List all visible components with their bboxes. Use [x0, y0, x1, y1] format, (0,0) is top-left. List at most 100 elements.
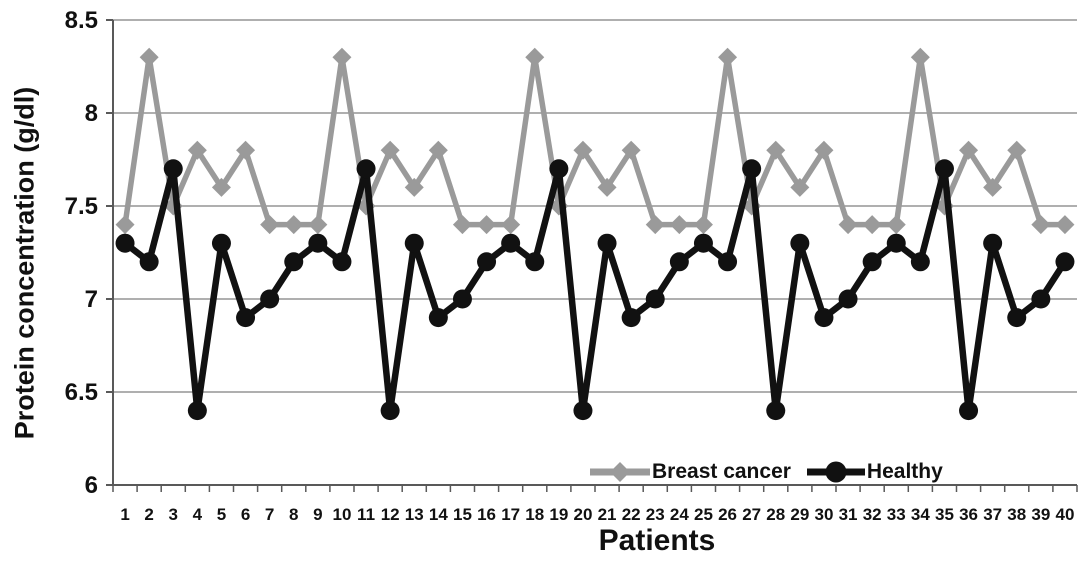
x-tick-label: 2 [144, 505, 153, 524]
x-tick-label: 18 [525, 505, 544, 524]
data-point-marker [115, 233, 135, 253]
data-point-marker [645, 289, 665, 309]
data-point-marker [163, 159, 183, 179]
data-point-marker [693, 233, 713, 253]
data-point-marker [597, 177, 617, 197]
x-tick-label: 3 [169, 505, 178, 524]
legend-item-breast-cancer: Breast cancer [590, 460, 791, 484]
x-tick-label: 26 [718, 505, 737, 524]
data-point-marker [718, 252, 738, 272]
data-point-marker [645, 215, 665, 235]
data-point-marker [139, 47, 159, 67]
circle-marker-icon [806, 461, 865, 483]
data-point-marker [959, 401, 979, 421]
data-point-marker [838, 289, 858, 309]
data-point-marker [236, 140, 256, 160]
x-tick-label: 29 [790, 505, 809, 524]
data-point-marker [332, 47, 352, 67]
legend: Breast cancer Healthy [590, 460, 943, 484]
data-point-marker [404, 177, 424, 197]
data-point-marker [766, 401, 786, 421]
data-point-marker [380, 140, 400, 160]
data-point-marker [284, 252, 304, 272]
data-point-marker [525, 252, 545, 272]
data-point-marker [139, 252, 159, 272]
x-tick-label: 15 [453, 505, 472, 524]
series-healthy [115, 159, 1075, 421]
data-point-marker [1007, 140, 1027, 160]
legend-label-healthy: Healthy [866, 460, 943, 483]
x-tick-label: 30 [814, 505, 833, 524]
data-point-marker [910, 47, 930, 67]
y-tick-label: 7 [85, 286, 98, 313]
data-point-marker [308, 233, 328, 253]
x-tick-label: 4 [193, 505, 203, 524]
x-tick-label: 14 [429, 505, 448, 524]
data-point-marker [1055, 215, 1075, 235]
data-point-marker [862, 252, 882, 272]
y-tick-label: 7.5 [65, 193, 98, 220]
series-line [121, 165, 1069, 414]
data-point-marker [187, 401, 207, 421]
x-tick-label: 25 [694, 505, 713, 524]
legend-key-marker [825, 461, 847, 483]
x-tick-label: 13 [405, 505, 424, 524]
x-axis-title: Patients [598, 524, 716, 557]
data-point-marker [934, 159, 954, 179]
x-tick-label: 1 [120, 505, 129, 524]
data-point-marker [332, 252, 352, 272]
legend-item-healthy: Healthy [806, 460, 943, 484]
y-tick-label: 8 [85, 100, 98, 127]
y-axis-title: Protein concentration (g/dl) [9, 86, 40, 440]
data-point-marker [380, 401, 400, 421]
data-point-marker [886, 215, 906, 235]
data-point-marker [597, 233, 617, 253]
data-point-marker [1031, 289, 1051, 309]
data-point-marker [814, 308, 834, 328]
data-point-marker [1007, 308, 1027, 328]
x-tick-label: 5 [217, 505, 226, 524]
data-point-marker [862, 215, 882, 235]
data-point-marker [766, 140, 786, 160]
x-tick-label: 38 [1007, 505, 1026, 524]
data-point-marker [525, 47, 545, 67]
x-tick-label: 12 [381, 505, 400, 524]
data-point-marker [959, 140, 979, 160]
data-point-marker [501, 233, 521, 253]
x-tick-label: 9 [313, 505, 322, 524]
x-tick-label: 24 [670, 505, 689, 524]
x-tick-label: 32 [863, 505, 882, 524]
x-tick-label: 21 [598, 505, 617, 524]
data-point-marker [236, 308, 256, 328]
legend-label-breast-cancer: Breast cancer [652, 460, 791, 483]
x-tick-label: 39 [1031, 505, 1050, 524]
data-point-marker [910, 252, 930, 272]
x-tick-label: 22 [622, 505, 641, 524]
data-point-marker [814, 140, 834, 160]
data-point-marker [573, 140, 593, 160]
x-tick-label: 16 [477, 505, 496, 524]
data-point-marker [669, 215, 689, 235]
series-line [122, 54, 1068, 228]
y-tick-label: 6 [85, 472, 98, 499]
data-point-marker [790, 177, 810, 197]
data-point-marker [356, 159, 376, 179]
x-tick-label: 20 [573, 505, 592, 524]
data-point-marker [693, 215, 713, 235]
data-point-marker [610, 462, 630, 482]
x-axis: 1 2 3 4 5 6 7 8 9 10 11 12 13 14 15 16 17 18 19 20 21 22 23 24 2… [112, 484, 1078, 524]
x-tick-label: 34 [911, 505, 930, 524]
data-point-marker [790, 233, 810, 253]
y-axis: 8.5 8 7.5 7 6.5 6 [65, 7, 114, 499]
data-point-marker [211, 233, 231, 253]
data-point-marker [260, 215, 280, 235]
x-tick-label: 23 [646, 505, 665, 524]
x-tick-label: 33 [887, 505, 906, 524]
y-tick-label: 6.5 [65, 379, 98, 406]
data-point-marker [838, 215, 858, 235]
x-tick-label: 17 [501, 505, 520, 524]
gridlines [113, 19, 1077, 486]
data-point-marker [886, 233, 906, 253]
data-point-marker [428, 140, 448, 160]
